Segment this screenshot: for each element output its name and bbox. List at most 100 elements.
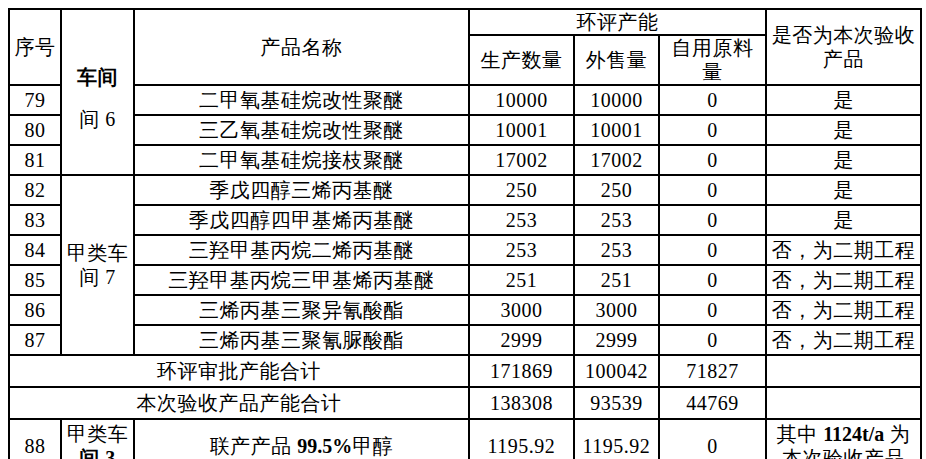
col-header-product: 产品名称 (134, 9, 469, 85)
cell-production: 251 (469, 265, 574, 295)
cell-product: 三烯丙基三聚氰脲酸酯 (134, 325, 469, 355)
capacity-table: 序号 车间 间 6 产品名称 环评产能 是否为本次验收产品 生产数量 外售量 自… (8, 8, 922, 459)
cell-acceptance: 是 (766, 115, 921, 145)
workshop-3-label-line2: 间 3 (79, 447, 116, 459)
workshop-3-label-line1: 甲类车 (67, 423, 129, 445)
summary-production: 171869 (469, 355, 574, 387)
cell-production: 250 (469, 175, 574, 205)
cell-production: 17002 (469, 145, 574, 175)
cell-production: 10001 (469, 115, 574, 145)
workshop-7-label-line2: 间 7 (79, 266, 116, 288)
cell-production: 3000 (469, 295, 574, 325)
cell-self-use: 0 (659, 295, 766, 325)
cell-serial: 88 (9, 419, 61, 459)
summary-acceptance-empty (766, 355, 921, 387)
cell-serial: 85 (9, 265, 61, 295)
cell-acceptance: 是 (766, 145, 921, 175)
cell-product: 二甲氧基硅烷接枝聚醚 (134, 145, 469, 175)
cell-self-use: 0 (659, 205, 766, 235)
cell-sales: 250 (574, 175, 659, 205)
cell-self-use: 0 (659, 145, 766, 175)
cell-product: 二甲氧基硅烷改性聚醚 (134, 85, 469, 115)
document-page: 序号 车间 间 6 产品名称 环评产能 是否为本次验收产品 生产数量 外售量 自… (0, 0, 926, 459)
cell-serial: 86 (9, 295, 61, 325)
cell-sales: 253 (574, 235, 659, 265)
cell-sales: 10000 (574, 85, 659, 115)
summary-row-eia-approved: 环评审批产能合计 171869 100042 71827 (9, 355, 921, 387)
cell-acceptance: 是 (766, 175, 921, 205)
product-text-percent: 99.5% (297, 435, 352, 457)
cell-self-use: 0 (659, 419, 766, 459)
remark-text-prefix: 其中 (777, 423, 824, 445)
table-row: 87 三烯丙基三聚氰脲酸酯 2999 2999 0 否，为二期工程 (9, 325, 921, 355)
table-row: 80 三乙氧基硅烷改性聚醚 10001 10001 0 是 (9, 115, 921, 145)
cell-serial: 83 (9, 205, 61, 235)
cell-product: 联产产品 99.5%甲醇 (134, 419, 469, 459)
cell-product: 三乙氧基硅烷改性聚醚 (134, 115, 469, 145)
col-header-serial: 序号 (9, 9, 61, 85)
cell-serial: 84 (9, 235, 61, 265)
cell-acceptance: 否，为二期工程 (766, 265, 921, 295)
workshop-group-6-cell: 车间 间 6 (61, 9, 134, 175)
cell-sales: 2999 (574, 325, 659, 355)
col-header-eia-capacity: 环评产能 (469, 9, 766, 35)
table-row: 86 三烯丙基三聚异氰酸酯 3000 3000 0 否，为二期工程 (9, 295, 921, 325)
cell-self-use: 0 (659, 265, 766, 295)
cell-product: 季戊四醇三烯丙基醚 (134, 175, 469, 205)
workshop-group-7-cell: 甲类车 间 7 (61, 175, 134, 355)
cell-serial: 82 (9, 175, 61, 205)
table-row: 81 二甲氧基硅烷接枝聚醚 17002 17002 0 是 (9, 145, 921, 175)
table-row: 85 三羟甲基丙烷三甲基烯丙基醚 251 251 0 否，为二期工程 (9, 265, 921, 295)
cell-remark: 其中 1124t/a 为本次验收产品 (766, 419, 921, 459)
cell-sales: 251 (574, 265, 659, 295)
cell-serial: 81 (9, 145, 61, 175)
summary-self-use: 44769 (659, 387, 766, 419)
summary-label: 环评审批产能合计 (9, 355, 469, 387)
cell-sales: 10001 (574, 115, 659, 145)
cell-serial: 87 (9, 325, 61, 355)
table-row: 84 三羟甲基丙烷二烯丙基醚 253 253 0 否，为二期工程 (9, 235, 921, 265)
cell-product: 三羟甲基丙烷三甲基烯丙基醚 (134, 265, 469, 295)
summary-sales: 93539 (574, 387, 659, 419)
col-header-production: 生产数量 (469, 35, 574, 85)
cell-production: 2999 (469, 325, 574, 355)
summary-acceptance-empty (766, 387, 921, 419)
cell-acceptance: 否，为二期工程 (766, 325, 921, 355)
cell-product: 季戊四醇四甲基烯丙基醚 (134, 205, 469, 235)
cell-production: 1195.92 (469, 419, 574, 459)
cell-serial: 79 (9, 85, 61, 115)
cell-production: 253 (469, 205, 574, 235)
cell-product: 三羟甲基丙烷二烯丙基醚 (134, 235, 469, 265)
cell-sales: 17002 (574, 145, 659, 175)
workshop-group-3-cell: 甲类车 间 3 (61, 419, 134, 459)
cell-production: 253 (469, 235, 574, 265)
cell-serial: 80 (9, 115, 61, 145)
cell-self-use: 0 (659, 175, 766, 205)
cell-acceptance: 是 (766, 205, 921, 235)
cell-self-use: 0 (659, 325, 766, 355)
product-text-suffix: 甲醇 (352, 435, 393, 457)
cell-self-use: 0 (659, 235, 766, 265)
summary-sales: 100042 (574, 355, 659, 387)
cell-sales: 1195.92 (574, 419, 659, 459)
workshop-7-label-line1: 甲类车 (67, 242, 129, 264)
summary-row-accepted: 本次验收产品产能合计 138308 93539 44769 (9, 387, 921, 419)
cell-self-use: 0 (659, 115, 766, 145)
summary-self-use: 71827 (659, 355, 766, 387)
cell-sales: 3000 (574, 295, 659, 325)
summary-production: 138308 (469, 387, 574, 419)
col-header-acceptance: 是否为本次验收产品 (766, 9, 921, 85)
header-row-1: 序号 车间 间 6 产品名称 环评产能 是否为本次验收产品 (9, 9, 921, 35)
col-header-sales: 外售量 (574, 35, 659, 85)
col-header-self-use: 自用原料量 (659, 35, 766, 85)
cell-acceptance: 否，为二期工程 (766, 295, 921, 325)
cell-sales: 253 (574, 205, 659, 235)
cell-acceptance: 是 (766, 85, 921, 115)
table-row: 83 季戊四醇四甲基烯丙基醚 253 253 0 是 (9, 205, 921, 235)
col-header-workshop: 车间 (64, 51, 131, 104)
workshop-6-label: 间 6 (64, 104, 131, 134)
remark-text-amount: 1124t/a (823, 423, 884, 445)
table-row-88: 88 甲类车 间 3 联产产品 99.5%甲醇 1195.92 1195.92 … (9, 419, 921, 459)
table-row: 79 二甲氧基硅烷改性聚醚 10000 10000 0 是 (9, 85, 921, 115)
product-text-prefix: 联产产品 (210, 435, 298, 457)
